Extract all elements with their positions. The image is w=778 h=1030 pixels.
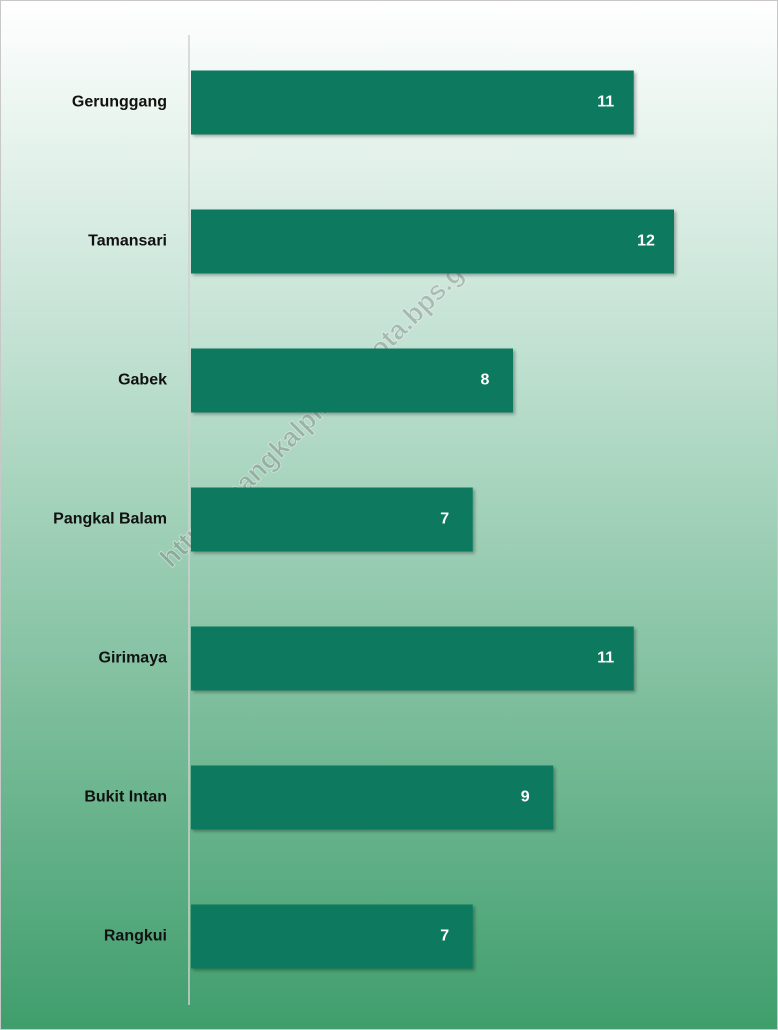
value-label: 12 <box>637 233 655 250</box>
value-label: 7 <box>440 511 449 528</box>
bar <box>191 765 554 830</box>
value-label: 7 <box>440 928 449 945</box>
bar <box>191 209 674 274</box>
value-label: 11 <box>597 650 614 667</box>
y-tick-label: Gabek <box>118 372 167 389</box>
bar <box>191 626 634 691</box>
y-tick-label: Rangkui <box>104 928 167 945</box>
y-tick-label: Girimaya <box>99 650 168 667</box>
y-tick-label: Bukit Intan <box>84 789 167 806</box>
y-tick-label: Gerunggang <box>72 94 167 111</box>
value-label: 9 <box>521 789 530 806</box>
value-label: 11 <box>597 94 614 111</box>
value-label: 8 <box>481 372 490 389</box>
bar <box>191 487 473 552</box>
bar <box>191 70 634 135</box>
y-tick-label: Tamansari <box>88 233 167 250</box>
bar <box>191 904 473 969</box>
y-tick-label: Pangkal Balam <box>53 511 167 528</box>
bar <box>191 348 513 413</box>
